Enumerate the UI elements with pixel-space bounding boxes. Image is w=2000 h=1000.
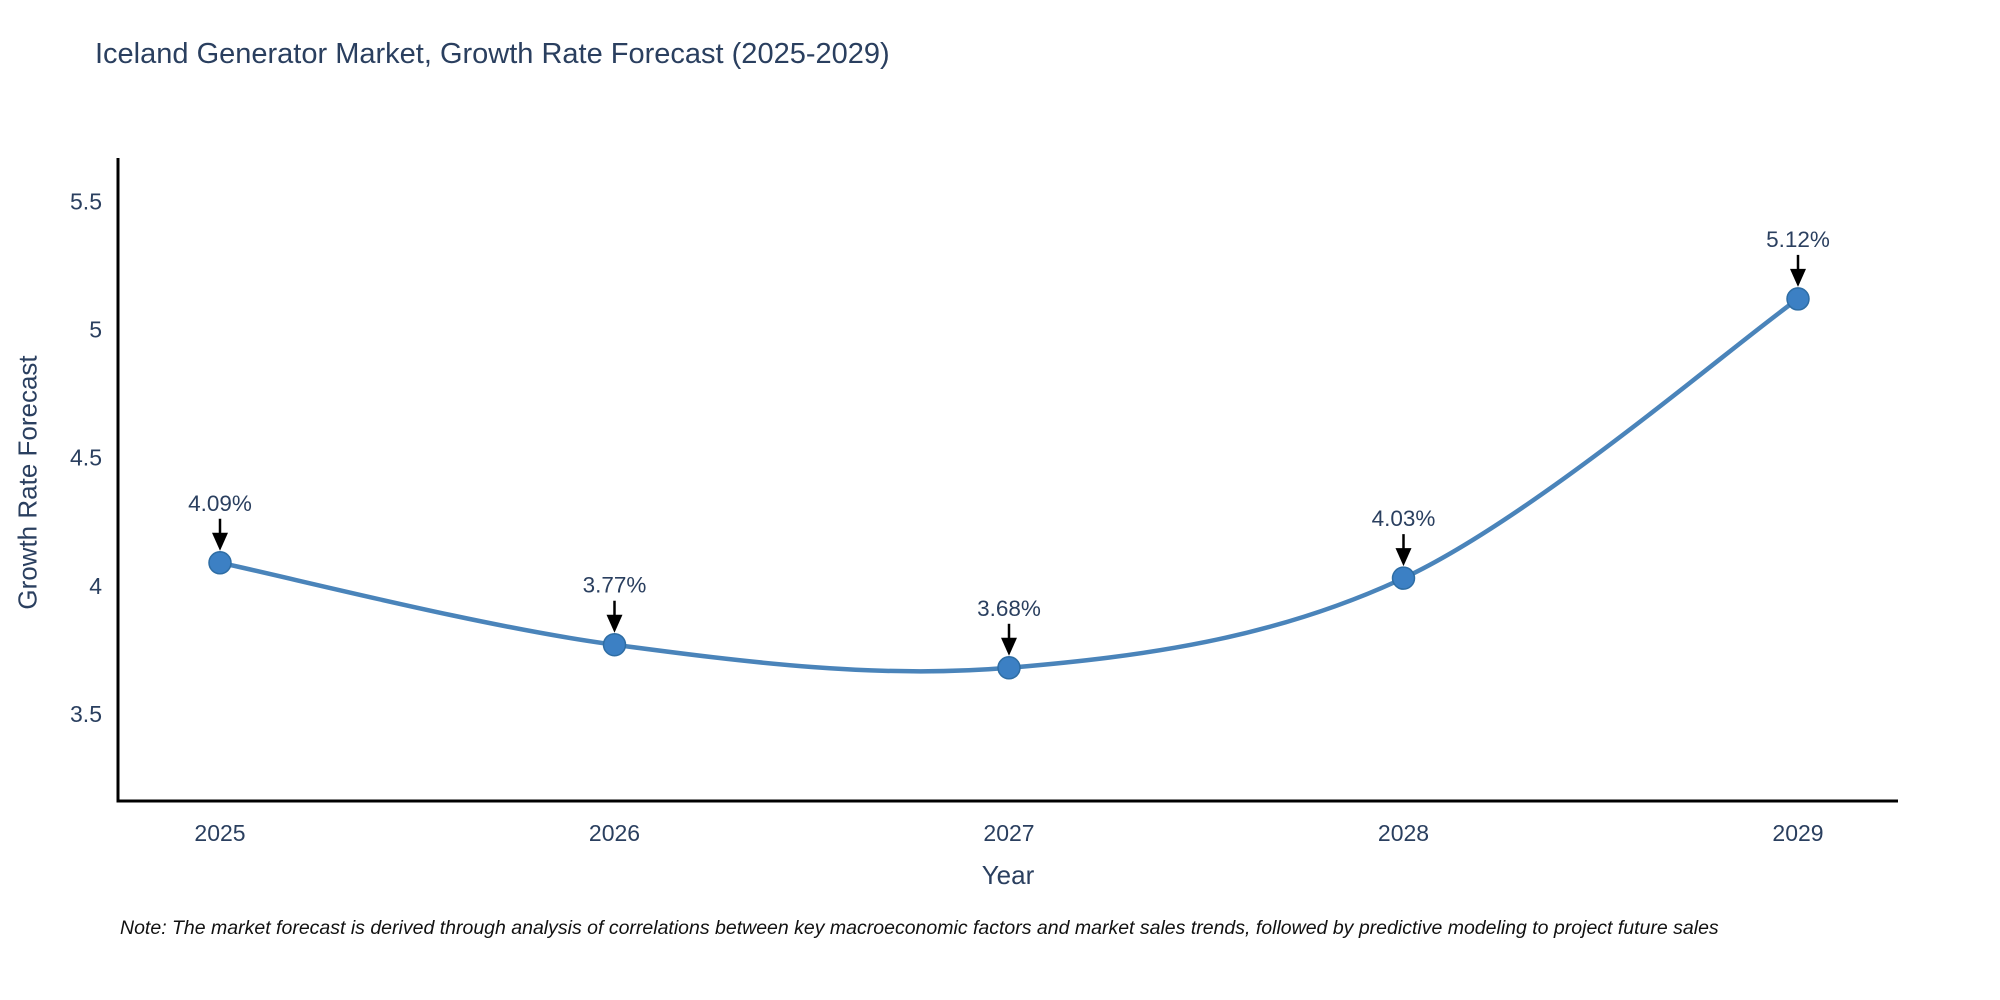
data-point-2028[interactable] bbox=[1391, 566, 1416, 590]
x-tick-label: 2026 bbox=[589, 820, 640, 846]
x-tick-label: 2027 bbox=[983, 820, 1034, 846]
point-value-label: 3.68% bbox=[977, 596, 1041, 621]
data-point-2025[interactable] bbox=[208, 551, 232, 575]
y-tick-label: 4 bbox=[89, 573, 102, 599]
x-tick-label: 2028 bbox=[1378, 820, 1429, 846]
y-tick-label: 4.5 bbox=[70, 445, 102, 471]
x-tick-label: 2025 bbox=[194, 820, 245, 846]
annotation-arrowhead bbox=[1001, 637, 1017, 656]
data-point-2027[interactable] bbox=[997, 656, 1021, 680]
y-tick-label: 5 bbox=[89, 317, 102, 343]
point-value-label: 3.77% bbox=[583, 573, 647, 598]
y-tick-label: 5.5 bbox=[70, 189, 102, 215]
point-value-label: 5.12% bbox=[1766, 227, 1830, 252]
annotation-arrowhead bbox=[1790, 268, 1806, 287]
annotation-arrowhead bbox=[606, 614, 623, 633]
footnote: Note: The market forecast is derived thr… bbox=[120, 917, 1719, 939]
data-point-2026[interactable] bbox=[602, 632, 627, 657]
chart-title: Iceland Generator Market, Growth Rate Fo… bbox=[95, 38, 890, 70]
x-axis-title: Year bbox=[981, 860, 1035, 890]
annotation-arrowhead bbox=[212, 532, 228, 551]
x-tick-label: 2029 bbox=[1772, 820, 1823, 846]
y-tick-label: 3.5 bbox=[70, 701, 102, 727]
annotation-arrowhead bbox=[1395, 548, 1412, 567]
data-point-2029[interactable] bbox=[1786, 287, 1810, 311]
point-value-label: 4.09% bbox=[188, 491, 252, 516]
point-value-label: 4.03% bbox=[1372, 506, 1436, 531]
